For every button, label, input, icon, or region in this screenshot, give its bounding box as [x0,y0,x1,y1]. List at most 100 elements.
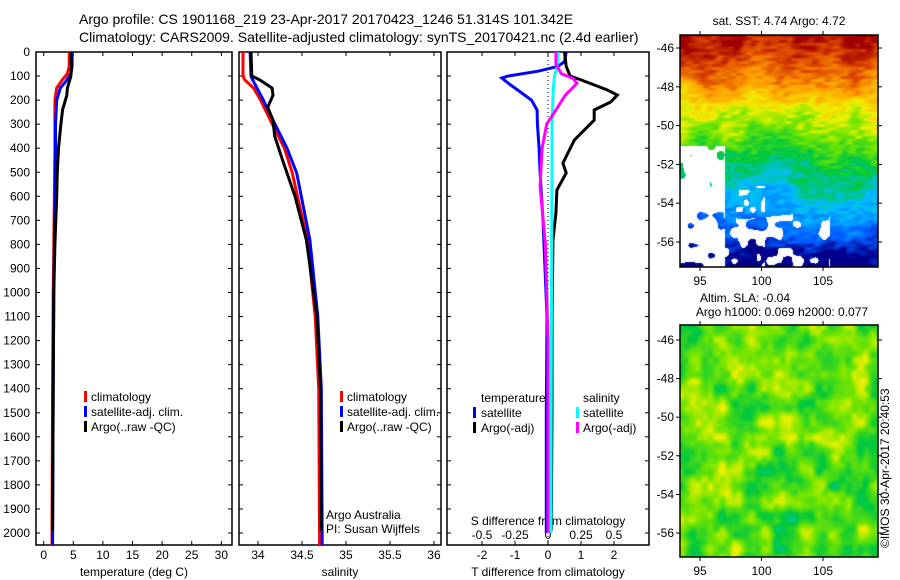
panel-frame-temperature-profile [35,51,233,546]
legend-label: satellite-adj. clim. [91,405,183,419]
map-lat-label: -50 [657,410,675,424]
x-tick-label: 15 [126,548,140,562]
legend-swatch [340,406,343,417]
legend-group-title: temperature [481,391,546,405]
map-lon-label: 100 [751,274,771,288]
s-tick-label: 0.5 [606,528,623,542]
depth-tick-label: 1900 [3,502,30,516]
sla-map-title-line2: Argo h1000: 0.069 h2000: 0.077 [696,305,868,319]
depth-tick-label: 700 [10,213,30,227]
depth-tick-label: 1100 [4,310,30,324]
map-lat-label: -56 [657,235,675,249]
x-axis-label: temperature (deg C) [80,565,188,579]
depth-tick-label: 500 [10,165,30,179]
annotation-argo-australia: Argo Australia [326,508,401,522]
legend-swatch [84,406,87,417]
x-tick-label: 25 [185,548,199,562]
legend-label: satellite [583,406,624,420]
s-tick-label: 0 [545,528,552,542]
depth-tick-label: 1500 [3,406,30,420]
depth-tick-label: 300 [10,117,30,131]
legend-label: satellite [481,406,522,420]
sst-map-frame [679,34,879,268]
series-line-satellite-adj-clim- [248,51,324,546]
depth-tick-label: 400 [10,141,30,155]
legend-label: climatology [91,390,151,404]
legend-label: Argo(-adj) [481,421,534,435]
annotation-pi: PI: Susan Wijffels [326,522,420,536]
map-lon-label: 95 [693,564,707,578]
imos-credit: ©IMOS 30-Apr-2017 20:40:53 [878,388,892,548]
series-line-climatology [241,52,322,546]
x-tick-label: -2 [477,548,488,562]
depth-tick-label: 900 [10,261,30,275]
figure-title-line2: Climatology: CARS2009. Satellite-adjuste… [79,29,639,45]
legend-label: climatology [347,390,407,404]
x-tick-label: 30 [215,548,229,562]
legend-label: satellite-adj. clim. [347,405,439,419]
map-lon-label: 105 [813,564,833,578]
map-lat-label: -52 [657,449,675,463]
series-line-s-argo-adj- [538,52,580,533]
map-lat-label: -48 [657,80,675,94]
x-tick-label: -1 [510,548,521,562]
legend-swatch [84,421,87,432]
x-tick-label: 10 [96,548,110,562]
x-tick-label: 0 [40,548,47,562]
map-lat-label: -48 [657,372,675,386]
depth-tick-label: 1600 [3,430,30,444]
x-tick-label: 0 [545,548,552,562]
map-lat-label: -54 [657,196,675,210]
depth-tick-label: 100 [10,69,30,83]
legend-swatch [576,422,579,433]
legend-swatch [84,391,87,402]
series-line-t-satellite [498,51,568,533]
x-tick-label: 34 [251,548,265,562]
sla-map-image [680,325,878,557]
depth-tick-label: 1800 [3,478,30,492]
sst-map-image [680,35,878,267]
depth-tick-label: 200 [10,93,30,107]
x-tick-label: 36 [427,548,441,562]
map-lon-label: 100 [751,564,771,578]
map-lat-label: -54 [657,487,675,501]
depth-tick-label: 1200 [3,334,30,348]
legend-label: Argo(..raw -QC) [347,420,432,434]
map-lat-label: -50 [657,119,675,133]
legend-label: Argo(-adj) [583,421,636,435]
map-lat-label: -52 [657,157,675,171]
legend-label: Argo(..raw -QC) [91,420,176,434]
x-tick-label: 35 [339,548,353,562]
x-tick-label: 35.5 [378,548,402,562]
x-tick-label: 20 [155,548,169,562]
figure-title-line1: Argo profile: CS 1901168_219 23-Apr-2017… [79,11,573,27]
series-line-t-argo-adj- [549,51,620,531]
depth-tick-label: 800 [10,237,30,251]
sla-map-title-line1: Altim. SLA: -0.04 [700,291,790,305]
x-tick-label: 34.5 [290,548,314,562]
x-tick-label: 2 [611,548,618,562]
depth-tick-label: 2000 [3,526,30,540]
series-line-satellite-adj-clim- [51,52,74,545]
sst-map-title: sat. SST: 4.74 Argo: 4.72 [713,14,846,28]
x-axis-label: salinity [322,565,359,579]
map-lat-label: -46 [657,41,675,55]
series-line-argo-raw-qc- [249,51,323,531]
s-tick-label: -0.5 [472,528,493,542]
legend-swatch [340,391,343,402]
legend-swatch [473,407,476,418]
series-line-argo-raw-qc- [51,51,74,531]
legend-swatch [340,421,343,432]
depth-tick-label: 0 [23,45,30,59]
legend-group-title: salinity [583,391,620,405]
s-tick-label: -0.25 [501,528,529,542]
s-tick-label: 0.25 [569,528,593,542]
depth-tick-label: 1300 [3,358,30,372]
depth-tick-label: 1700 [3,454,30,468]
x-tick-label: 5 [70,548,77,562]
map-lat-label: -56 [657,526,675,540]
x-tick-label: 1 [578,548,585,562]
legend-swatch [473,422,476,433]
sla-map-frame [679,324,879,558]
x-axis-label: T difference from climatology [471,565,625,579]
